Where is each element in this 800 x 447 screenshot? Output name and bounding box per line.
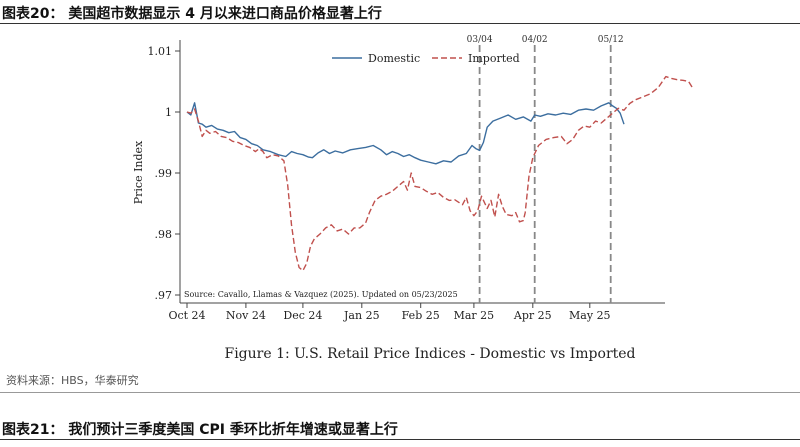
header-rule (0, 23, 800, 24)
x-tick-label: Apr 25 (513, 309, 552, 322)
figure-20-header: 图表20： 美国超市数据显示 4 月以来进口商品价格显著上行 (0, 0, 800, 24)
series-line-imported (186, 75, 693, 272)
y-tick-label: 1 (165, 106, 172, 119)
divider (0, 392, 800, 393)
x-tick-label: Jan 25 (343, 309, 380, 322)
x-tick-label: Feb 25 (402, 309, 440, 322)
x-tick-label: Oct 24 (168, 309, 205, 322)
plot-area (180, 30, 665, 303)
x-tick-label: May 25 (569, 309, 611, 322)
y-axis-label: Price Index (132, 140, 145, 204)
figure-21-title: 图表21： 我们预计三季度美国 CPI 季环比折年增速或显著上行 (2, 422, 398, 438)
source-note: 资料来源：HBS，华泰研究 (6, 374, 139, 387)
event-label: 04/02 (522, 35, 548, 45)
y-tick-label: .97 (155, 289, 173, 302)
event-label: 03/04 (467, 35, 493, 45)
y-tick-label: 1.01 (148, 45, 173, 58)
series-line-domestic (186, 102, 625, 165)
y-tick-label: .98 (155, 228, 173, 241)
y-tick-label: .99 (155, 167, 173, 180)
figure-20-title: 图表20： 美国超市数据显示 4 月以来进口商品价格显著上行 (2, 6, 382, 22)
figure-21-header: 图表21： 我们预计三季度美国 CPI 季环比折年增速或显著上行 (0, 416, 800, 440)
legend-label-domestic: Domestic (368, 52, 420, 65)
x-tick-label: Mar 25 (454, 309, 495, 322)
x-tick-label: Nov 24 (226, 309, 266, 322)
event-label: 05/12 (598, 35, 624, 45)
x-tick-label: Dec 24 (283, 309, 322, 322)
legend-label-imported: Imported (468, 52, 520, 65)
header-rule (0, 439, 800, 440)
chart-source-note: Source: Cavallo, Llamas & Vazquez (2025)… (184, 290, 458, 299)
figure-caption: Figure 1: U.S. Retail Price Indices - Do… (224, 346, 635, 362)
